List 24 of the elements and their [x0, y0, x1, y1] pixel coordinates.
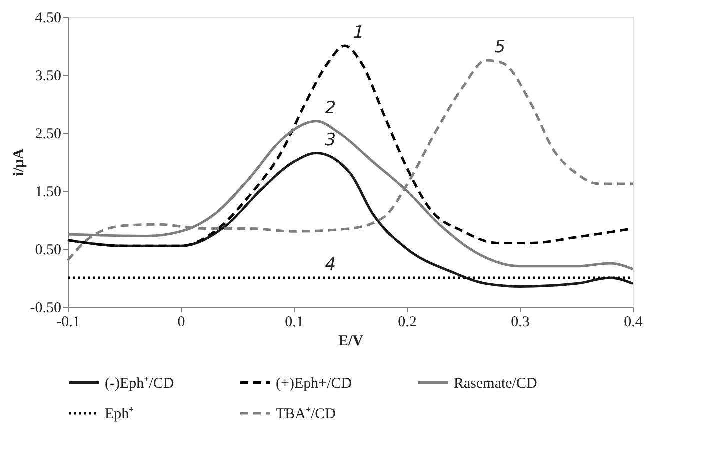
y-tick-label: 2.50: [35, 126, 62, 142]
x-tick-label: 0: [178, 314, 186, 330]
y-tick-label: -0.50: [30, 300, 62, 316]
x-tick-label: 0.2: [398, 314, 417, 330]
annotation: 1: [353, 23, 364, 43]
annotation: 5: [494, 38, 506, 58]
y-axis-title: i/μA: [11, 148, 28, 176]
legend-label: TBA⁺/CD: [276, 406, 336, 422]
y-tick-label: 4.50: [35, 10, 62, 26]
legend-label: (-)Eph⁺/CD: [105, 376, 174, 392]
legend-label: Eph⁺: [105, 406, 134, 422]
x-tick-label: 0.1: [285, 314, 304, 330]
y-tick-label: 3.50: [35, 68, 62, 84]
x-tick-label: 0.4: [624, 314, 644, 330]
y-tick-label: 1.50: [35, 184, 62, 200]
annotation: 2: [325, 98, 336, 118]
legend-label: (+)Eph+/CD: [276, 376, 352, 392]
legend-label: Rasemate/CD: [454, 376, 538, 392]
annotation: 4: [325, 255, 336, 275]
annotation: 3: [325, 130, 336, 150]
x-tick-label: 0.3: [511, 314, 530, 330]
y-tick-label: 0.50: [35, 242, 62, 258]
x-axis-title: E/V: [338, 334, 364, 350]
x-tick-label: -0.1: [56, 314, 80, 330]
